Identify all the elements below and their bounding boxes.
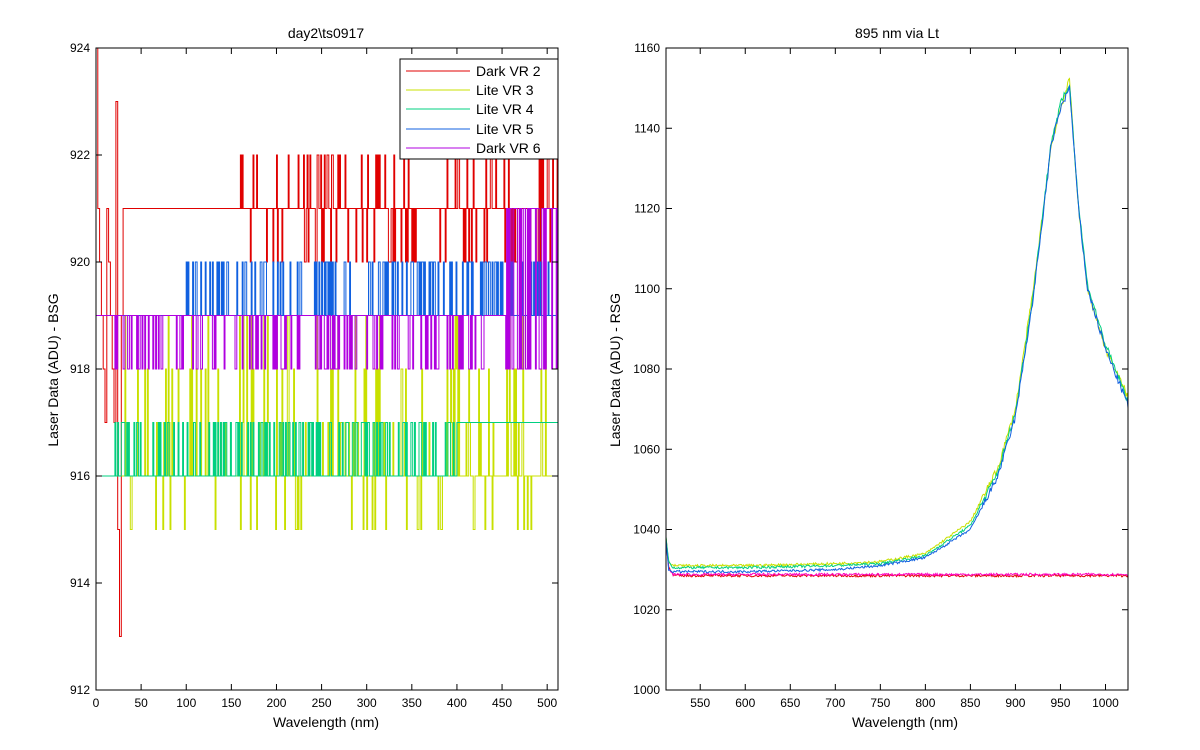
series-line-lite-vr-4: [96, 422, 558, 477]
legend-label: Lite VR 3: [476, 82, 534, 98]
x-tick-label: 850: [960, 696, 980, 710]
right-y-axis-label: Laser Data (ADU) - RSG: [607, 293, 623, 447]
x-tick-label: 650: [780, 696, 800, 710]
y-tick-label: 912: [70, 683, 90, 697]
y-tick-label: 1000: [633, 683, 660, 697]
legend-entry-lite-vr-5: Lite VR 5: [406, 121, 534, 137]
series-line-1: [666, 542, 1128, 577]
series-line-dark-vr-2: [96, 48, 558, 637]
x-tick-label: 450: [492, 696, 512, 710]
left-plot-content: [96, 48, 558, 637]
legend-label: Dark VR 6: [476, 140, 541, 156]
x-tick-label: 350: [402, 696, 422, 710]
x-tick-label: 550: [690, 696, 710, 710]
x-tick-label: 300: [357, 696, 377, 710]
right-ticks: 550 600 650 700 750 800 850 900 950 1000 1000 1020 1…: [633, 41, 1128, 710]
x-tick-label: 50: [134, 696, 148, 710]
x-tick-label: 900: [1005, 696, 1025, 710]
legend-label: Dark VR 2: [476, 63, 541, 79]
y-tick-label: 1080: [633, 362, 660, 376]
x-tick-label: 1000: [1092, 696, 1119, 710]
x-tick-label: 150: [221, 696, 241, 710]
y-tick-label: 1060: [633, 442, 660, 456]
x-tick-label: 750: [870, 696, 890, 710]
left-ticks: 0 50 100 150 200 250 300 350 400 450 500 912 914 916 9…: [70, 41, 558, 710]
series-line-4: [666, 85, 1128, 574]
legend-entry-lite-vr-4: Lite VR 4: [406, 101, 534, 117]
y-tick-label: 918: [70, 362, 90, 376]
chart-right: 550 600 650 700 750 800 850 900 950 1000 1000 1020 1…: [607, 25, 1129, 730]
x-tick-label: 200: [266, 696, 286, 710]
y-tick-label: 1040: [633, 523, 660, 537]
left-legend: Dark VR 2 Lite VR 3 Lite VR 4 Lite VR 5 …: [399, 58, 559, 160]
x-tick-label: 800: [915, 696, 935, 710]
right-chart-title: 895 nm via Lt: [855, 25, 939, 41]
x-tick-label: 600: [735, 696, 755, 710]
y-tick-label: 1120: [634, 202, 660, 216]
right-x-axis-label: Wavelength (nm): [852, 714, 958, 730]
y-tick-label: 1100: [634, 282, 660, 296]
legend-entry-lite-vr-3: Lite VR 3: [406, 82, 534, 98]
legend-label: Lite VR 4: [476, 101, 534, 117]
y-tick-label: 920: [70, 255, 90, 269]
series-line-0: [666, 538, 1128, 579]
y-tick-label: 1020: [633, 603, 660, 617]
legend-entry-dark-vr-2: Dark VR 2: [406, 63, 541, 79]
legend-label: Lite VR 5: [476, 121, 534, 137]
right-plot-content: [666, 77, 1128, 579]
series-line-dark-vr-6: [96, 208, 558, 370]
left-chart-title: day2\ts0917: [288, 25, 364, 41]
x-tick-label: 250: [312, 696, 332, 710]
chart-left: 0 50 100 150 200 250 300 350 400 450 500 912 914 916 9…: [45, 25, 559, 730]
y-tick-label: 916: [70, 469, 90, 483]
x-tick-label: 100: [176, 696, 196, 710]
y-tick-label: 1160: [634, 41, 660, 55]
y-tick-label: 914: [70, 576, 90, 590]
x-tick-label: 950: [1050, 696, 1070, 710]
y-tick-label: 1140: [634, 121, 660, 135]
x-tick-label: 700: [825, 696, 845, 710]
left-x-axis-label: Wavelength (nm): [273, 714, 379, 730]
x-tick-label: 500: [537, 696, 557, 710]
x-tick-label: 400: [447, 696, 467, 710]
left-y-axis-label: Laser Data (ADU) - BSG: [45, 293, 61, 446]
y-tick-label: 922: [70, 148, 90, 162]
legend-entry-dark-vr-6: Dark VR 6: [406, 140, 541, 156]
y-tick-label: 924: [70, 41, 90, 55]
x-tick-label: 0: [93, 696, 100, 710]
